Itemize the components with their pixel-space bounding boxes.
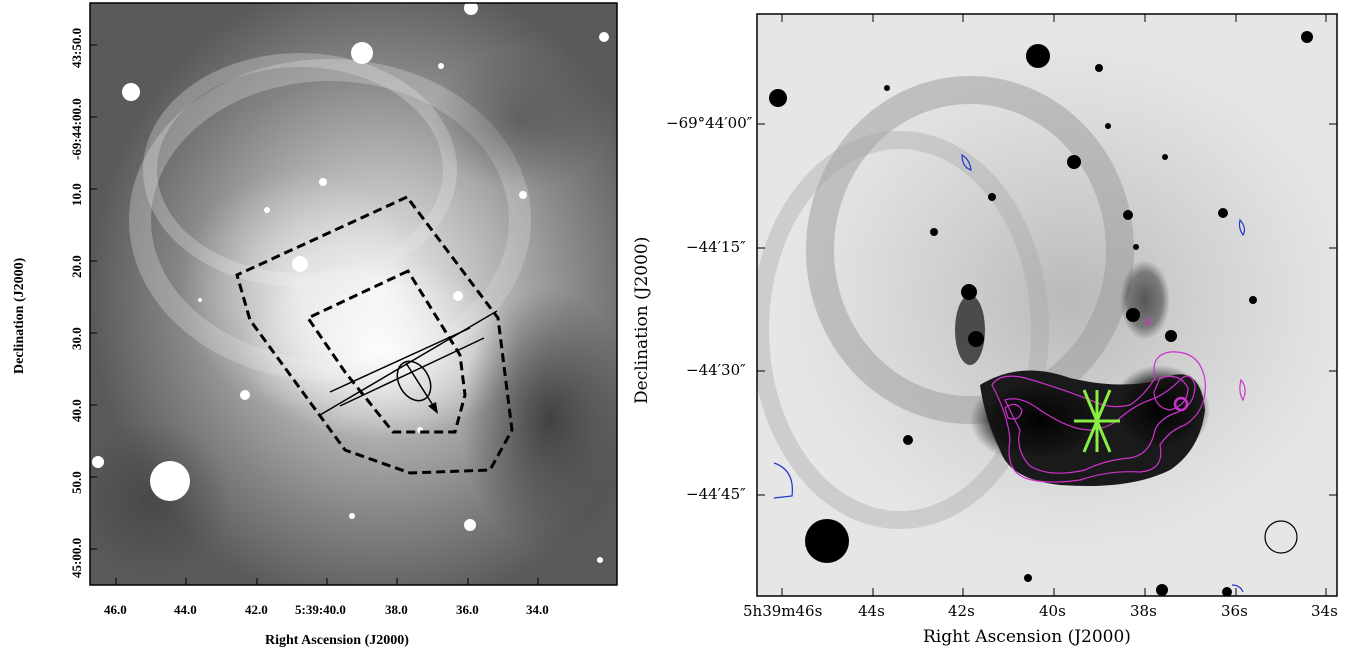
right-xtick: 40s xyxy=(1039,602,1066,620)
left-xtick: 36.0 xyxy=(456,602,479,617)
right-image xyxy=(756,13,1338,597)
source-ellipse xyxy=(396,360,432,402)
right-panel: −69°44′00″ −44′15″ −44′30″ −44′45″ 5h39m… xyxy=(632,0,1347,656)
left-ylabel: Declination (J2000) xyxy=(12,257,27,374)
left-xlabel: Right Ascension (J2000) xyxy=(265,633,409,648)
right-xtick: 36s xyxy=(1221,602,1248,620)
left-xtick: 42.0 xyxy=(245,602,268,617)
left-ytick: -69:44:00.0 xyxy=(69,98,84,160)
inner-aperture xyxy=(305,269,467,434)
right-xtick: 44s xyxy=(858,602,885,620)
right-xtick: 34s xyxy=(1311,602,1338,620)
outer-aperture xyxy=(235,195,514,475)
right-ytick: −44′45″ xyxy=(686,485,746,503)
left-xtick: 34.0 xyxy=(526,602,549,617)
source-marker xyxy=(1074,389,1120,453)
left-xtick: 5:39:40.0 xyxy=(295,602,346,617)
right-xlabel: Right Ascension (J2000) xyxy=(923,627,1131,647)
left-ytick: 43:50.0 xyxy=(69,27,84,68)
left-panel: 43:50.0 -69:44:00.0 10.0 20.0 30.0 40.0 … xyxy=(0,0,640,656)
negative-contour xyxy=(961,153,972,171)
left-ytick: 45:00.0 xyxy=(69,537,84,578)
left-xtick: 46.0 xyxy=(104,602,127,617)
left-xtick: 38.0 xyxy=(385,602,408,617)
left-ytick: 20.0 xyxy=(69,255,84,278)
left-ytick: 30.0 xyxy=(69,327,84,350)
left-ytick: 10.0 xyxy=(69,183,84,206)
right-ytick: −69°44′00″ xyxy=(666,114,753,132)
right-xtick: 42s xyxy=(948,602,975,620)
beam-ellipse xyxy=(1264,520,1298,554)
right-ytick: −44′15″ xyxy=(686,238,746,256)
left-ytick: 40.0 xyxy=(69,399,84,422)
left-ytick: 50.0 xyxy=(69,471,84,494)
right-xtick: 5h39m46s xyxy=(743,602,823,620)
left-xtick: 44.0 xyxy=(174,602,197,617)
right-xtick: 38s xyxy=(1130,602,1157,620)
left-image xyxy=(89,2,618,586)
right-ytick: −44′30″ xyxy=(686,361,746,379)
outer-contour xyxy=(991,351,1206,483)
right-ylabel: Declination (J2000) xyxy=(632,236,652,404)
